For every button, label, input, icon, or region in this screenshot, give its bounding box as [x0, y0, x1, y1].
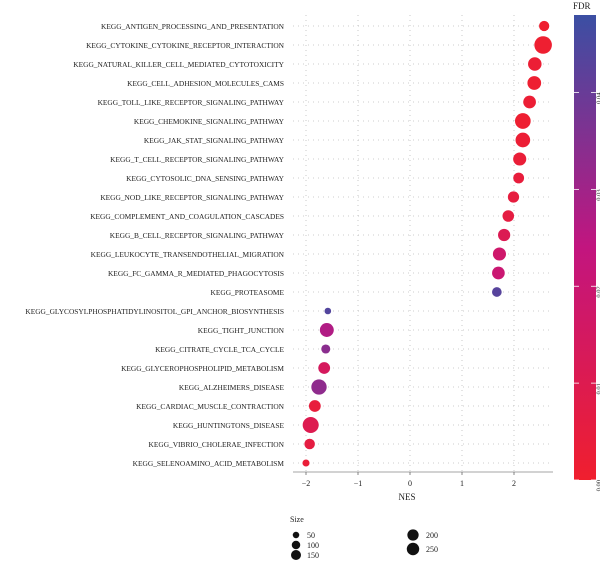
- pathway-label: KEGG_NATURAL_KILLER_CELL_MEDIATED_CYTOTO…: [73, 60, 284, 69]
- colorbar-ticks: 0.00 0.01 0.02 0.03 0.04: [574, 92, 600, 491]
- data-point: [507, 191, 520, 203]
- data-point: [308, 400, 321, 412]
- pathway-label: KEGG_CELL_ADHESION_MOLECULES_CAMS: [127, 79, 284, 88]
- size-legend-dot: [290, 549, 302, 561]
- size-legend-dot: [292, 531, 300, 539]
- x-tick-label: 1: [460, 479, 464, 488]
- data-point: [319, 323, 334, 337]
- pathway-label: KEGG_B_CELL_RECEPTOR_SIGNALING_PATHWAY: [110, 231, 285, 240]
- size-legend-dot: [407, 529, 419, 541]
- data-point: [311, 379, 327, 395]
- size-legend-label: 250: [426, 545, 438, 554]
- pathway-label: KEGG_LEUKOCYTE_TRANSENDOTHELIAL_MIGRATIO…: [91, 250, 285, 259]
- data-point: [492, 266, 505, 280]
- pathway-label: KEGG_CITRATE_CYCLE_TCA_CYCLE: [155, 345, 284, 354]
- data-point: [318, 362, 331, 374]
- pathway-label: KEGG_COMPLEMENT_AND_COAGULATION_CASCADES: [90, 212, 284, 221]
- data-point: [513, 172, 525, 184]
- pathway-label: KEGG_CYTOSOLIC_DNA_SENSING_PATHWAY: [126, 174, 284, 183]
- size-legend-dot: [291, 540, 301, 550]
- size-legend-dot: [406, 542, 420, 556]
- size-legend-label: 100: [307, 541, 319, 550]
- pathway-label: KEGG_VIBRIO_CHOLERAE_INFECTION: [149, 440, 285, 449]
- colorbar-tick-label: 0.00: [596, 480, 600, 491]
- data-point: [515, 132, 531, 148]
- data-point: [513, 152, 527, 166]
- data-point: [321, 344, 331, 354]
- x-tick-label: 2: [512, 479, 516, 488]
- pathway-label: KEGG_NOD_LIKE_RECEPTOR_SIGNALING_PATHWAY: [100, 193, 284, 202]
- pathway-label: KEGG_FC_GAMMA_R_MEDIATED_PHAGOCYTOSIS: [108, 269, 284, 278]
- data-point: [497, 228, 511, 242]
- pathway-label: KEGG_SELENOAMINO_ACID_METABOLISM: [133, 459, 285, 468]
- x-tick-label: 0: [408, 479, 412, 488]
- size-legend-title: Size: [290, 515, 304, 524]
- data-point: [324, 307, 332, 315]
- size-legend-label: 200: [426, 531, 438, 540]
- pathway-label: KEGG_PROTEASOME: [211, 288, 285, 297]
- data-point: [302, 416, 319, 434]
- pathway-label: KEGG_T_CELL_RECEPTOR_SIGNALING_PATHWAY: [110, 155, 284, 164]
- data-point: [304, 438, 315, 450]
- pathway-label: KEGG_TIGHT_JUNCTION: [198, 326, 285, 335]
- colorbar-tick-label: 0.04: [596, 92, 600, 104]
- x-tick-label: −1: [354, 479, 363, 488]
- pathway-label: KEGG_ANTIGEN_PROCESSING_AND_PRESENTATION: [101, 22, 285, 31]
- size-legend-label: 150: [307, 551, 319, 560]
- colorbar-tick-label: 0.02: [596, 286, 600, 297]
- data-point: [491, 287, 502, 297]
- pathway-label: KEGG_CYTOKINE_CYTOKINE_RECEPTOR_INTERACT…: [86, 41, 285, 50]
- fdr-colorbar: [574, 15, 596, 480]
- pathway-labels: KEGG_ANTIGEN_PROCESSING_AND_PRESENTATION…: [25, 22, 284, 468]
- x-axis-label: NES: [398, 492, 415, 502]
- x-axis: −2 −1 0 1 2: [293, 471, 553, 488]
- pathway-label: KEGG_JAK_STAT_SIGNALING_PATHWAY: [144, 136, 285, 145]
- data-point: [514, 113, 531, 129]
- pathway-label: KEGG_ALZHEIMERS_DISEASE: [179, 383, 285, 392]
- pathway-label: KEGG_GLYCOSYLPHOSPHATIDYLINOSITOL_GPI_AN…: [25, 307, 284, 316]
- colorbar-tick-label: 0.03: [596, 189, 600, 200]
- data-points: [302, 20, 552, 467]
- data-point: [492, 247, 506, 261]
- pathway-label: KEGG_TOLL_LIKE_RECEPTOR_SIGNALING_PATHWA…: [98, 98, 285, 107]
- data-point: [523, 95, 536, 109]
- pathway-label: KEGG_CARDIAC_MUSCLE_CONTRACTION: [136, 402, 284, 411]
- pathway-label: KEGG_HUNTINGTONS_DISEASE: [173, 421, 285, 430]
- pathway-label: KEGG_CHEMOKINE_SIGNALING_PATHWAY: [134, 117, 285, 126]
- plot-grid: [293, 15, 553, 472]
- data-point: [502, 210, 515, 222]
- pathway-label: KEGG_GLYCEROPHOSPHOLIPID_METABOLISM: [121, 364, 284, 373]
- data-point: [534, 36, 552, 54]
- data-point: [302, 459, 310, 467]
- colorbar-tick-label: 0.01: [596, 383, 600, 394]
- data-point: [527, 76, 542, 90]
- data-point: [539, 20, 550, 32]
- x-tick-label: −2: [302, 479, 311, 488]
- colorbar-title: FDR: [573, 1, 591, 11]
- data-point: [528, 57, 542, 71]
- size-legend-label: 50: [307, 531, 315, 540]
